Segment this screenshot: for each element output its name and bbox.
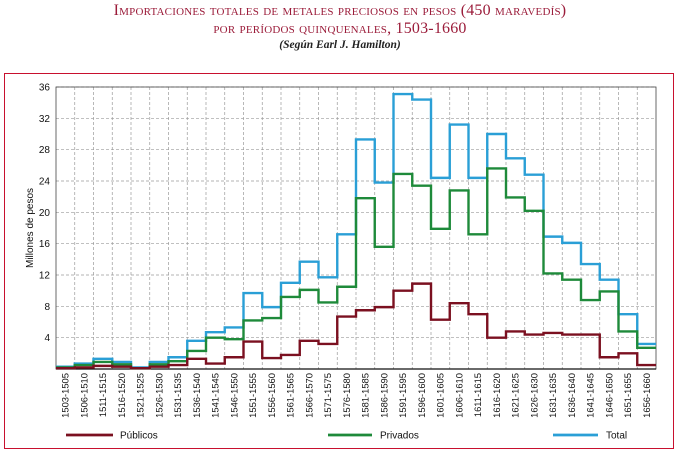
x-tick-label: 1651-1655 bbox=[622, 373, 633, 418]
y-tick-label: 36 bbox=[39, 83, 51, 94]
x-tick-label: 1606-1610 bbox=[453, 373, 464, 418]
x-tick-label: 1601-1605 bbox=[435, 373, 446, 418]
x-tick-label: 1596-1600 bbox=[416, 373, 427, 418]
x-tick-label: 1656-1660 bbox=[641, 373, 652, 418]
chart-header: Importaciones totales de metales precios… bbox=[0, 2, 680, 51]
x-tick-label: 1511-1515 bbox=[97, 373, 108, 417]
y-tick-label: 20 bbox=[39, 208, 51, 219]
y-tick-label: 16 bbox=[39, 239, 51, 250]
x-tick-label: 1611-1615 bbox=[472, 373, 483, 417]
x-tick-label: 1566-1570 bbox=[303, 373, 314, 418]
series-line-privados bbox=[56, 167, 656, 370]
x-tick-label: 1631-1635 bbox=[547, 373, 558, 418]
x-tick-label: 1503-1505 bbox=[60, 373, 71, 418]
x-tick-label: 1556-1560 bbox=[266, 373, 277, 418]
x-tick-label: 1641-1645 bbox=[585, 373, 596, 418]
x-tick-label: 1526-1530 bbox=[153, 373, 164, 418]
y-tick-label: 24 bbox=[39, 177, 51, 188]
x-tick-label: 1621-1625 bbox=[510, 373, 521, 418]
x-tick-label: 1576-1580 bbox=[341, 373, 352, 418]
x-tick-label: 1541-1545 bbox=[210, 373, 221, 418]
series-line-total bbox=[56, 92, 656, 369]
legend-label: Total bbox=[606, 431, 627, 442]
x-tick-label: 1636-1640 bbox=[566, 373, 577, 418]
chart-frame bbox=[4, 73, 674, 449]
series-line-públicos bbox=[56, 282, 656, 370]
y-axis-label: Millones de pesos bbox=[25, 188, 36, 268]
legend-label: Públicos bbox=[120, 431, 158, 442]
y-tick-label: 4 bbox=[44, 333, 50, 344]
x-tick-label: 1571-1575 bbox=[322, 373, 333, 418]
x-tick-label: 1506-1510 bbox=[78, 373, 89, 418]
x-tick-label: 1581-1585 bbox=[360, 373, 371, 418]
y-tick-label: 32 bbox=[39, 114, 51, 125]
chart-title-line-1: Importaciones totales de metales precios… bbox=[113, 2, 567, 19]
x-tick-label: 1626-1630 bbox=[528, 373, 539, 418]
x-tick-label: 1616-1620 bbox=[491, 373, 502, 418]
chart-subtitle: (Según Earl J. Hamilton) bbox=[279, 39, 401, 51]
x-tick-label: 1536-1540 bbox=[191, 373, 202, 418]
x-tick-label: 1551-1555 bbox=[247, 373, 258, 418]
x-tick-label: 1646-1650 bbox=[603, 373, 614, 418]
y-tick-label: 8 bbox=[44, 302, 50, 313]
legend-label: Privados bbox=[380, 431, 419, 442]
x-tick-label: 1586-1590 bbox=[378, 373, 389, 418]
x-tick-label: 1531-1535 bbox=[172, 373, 183, 418]
x-tick-label: 1591-1595 bbox=[397, 373, 408, 418]
y-tick-label: 12 bbox=[39, 271, 51, 282]
x-tick-label: 1516-1520 bbox=[116, 373, 127, 418]
x-tick-label: 1521-1525 bbox=[135, 373, 146, 418]
y-tick-label: 28 bbox=[39, 145, 51, 156]
chart-title-line-2: por períodos quinquenales, 1503-1660 bbox=[213, 20, 467, 37]
x-tick-label: 1561-1565 bbox=[285, 373, 296, 418]
x-tick-label: 1546-1550 bbox=[228, 373, 239, 418]
